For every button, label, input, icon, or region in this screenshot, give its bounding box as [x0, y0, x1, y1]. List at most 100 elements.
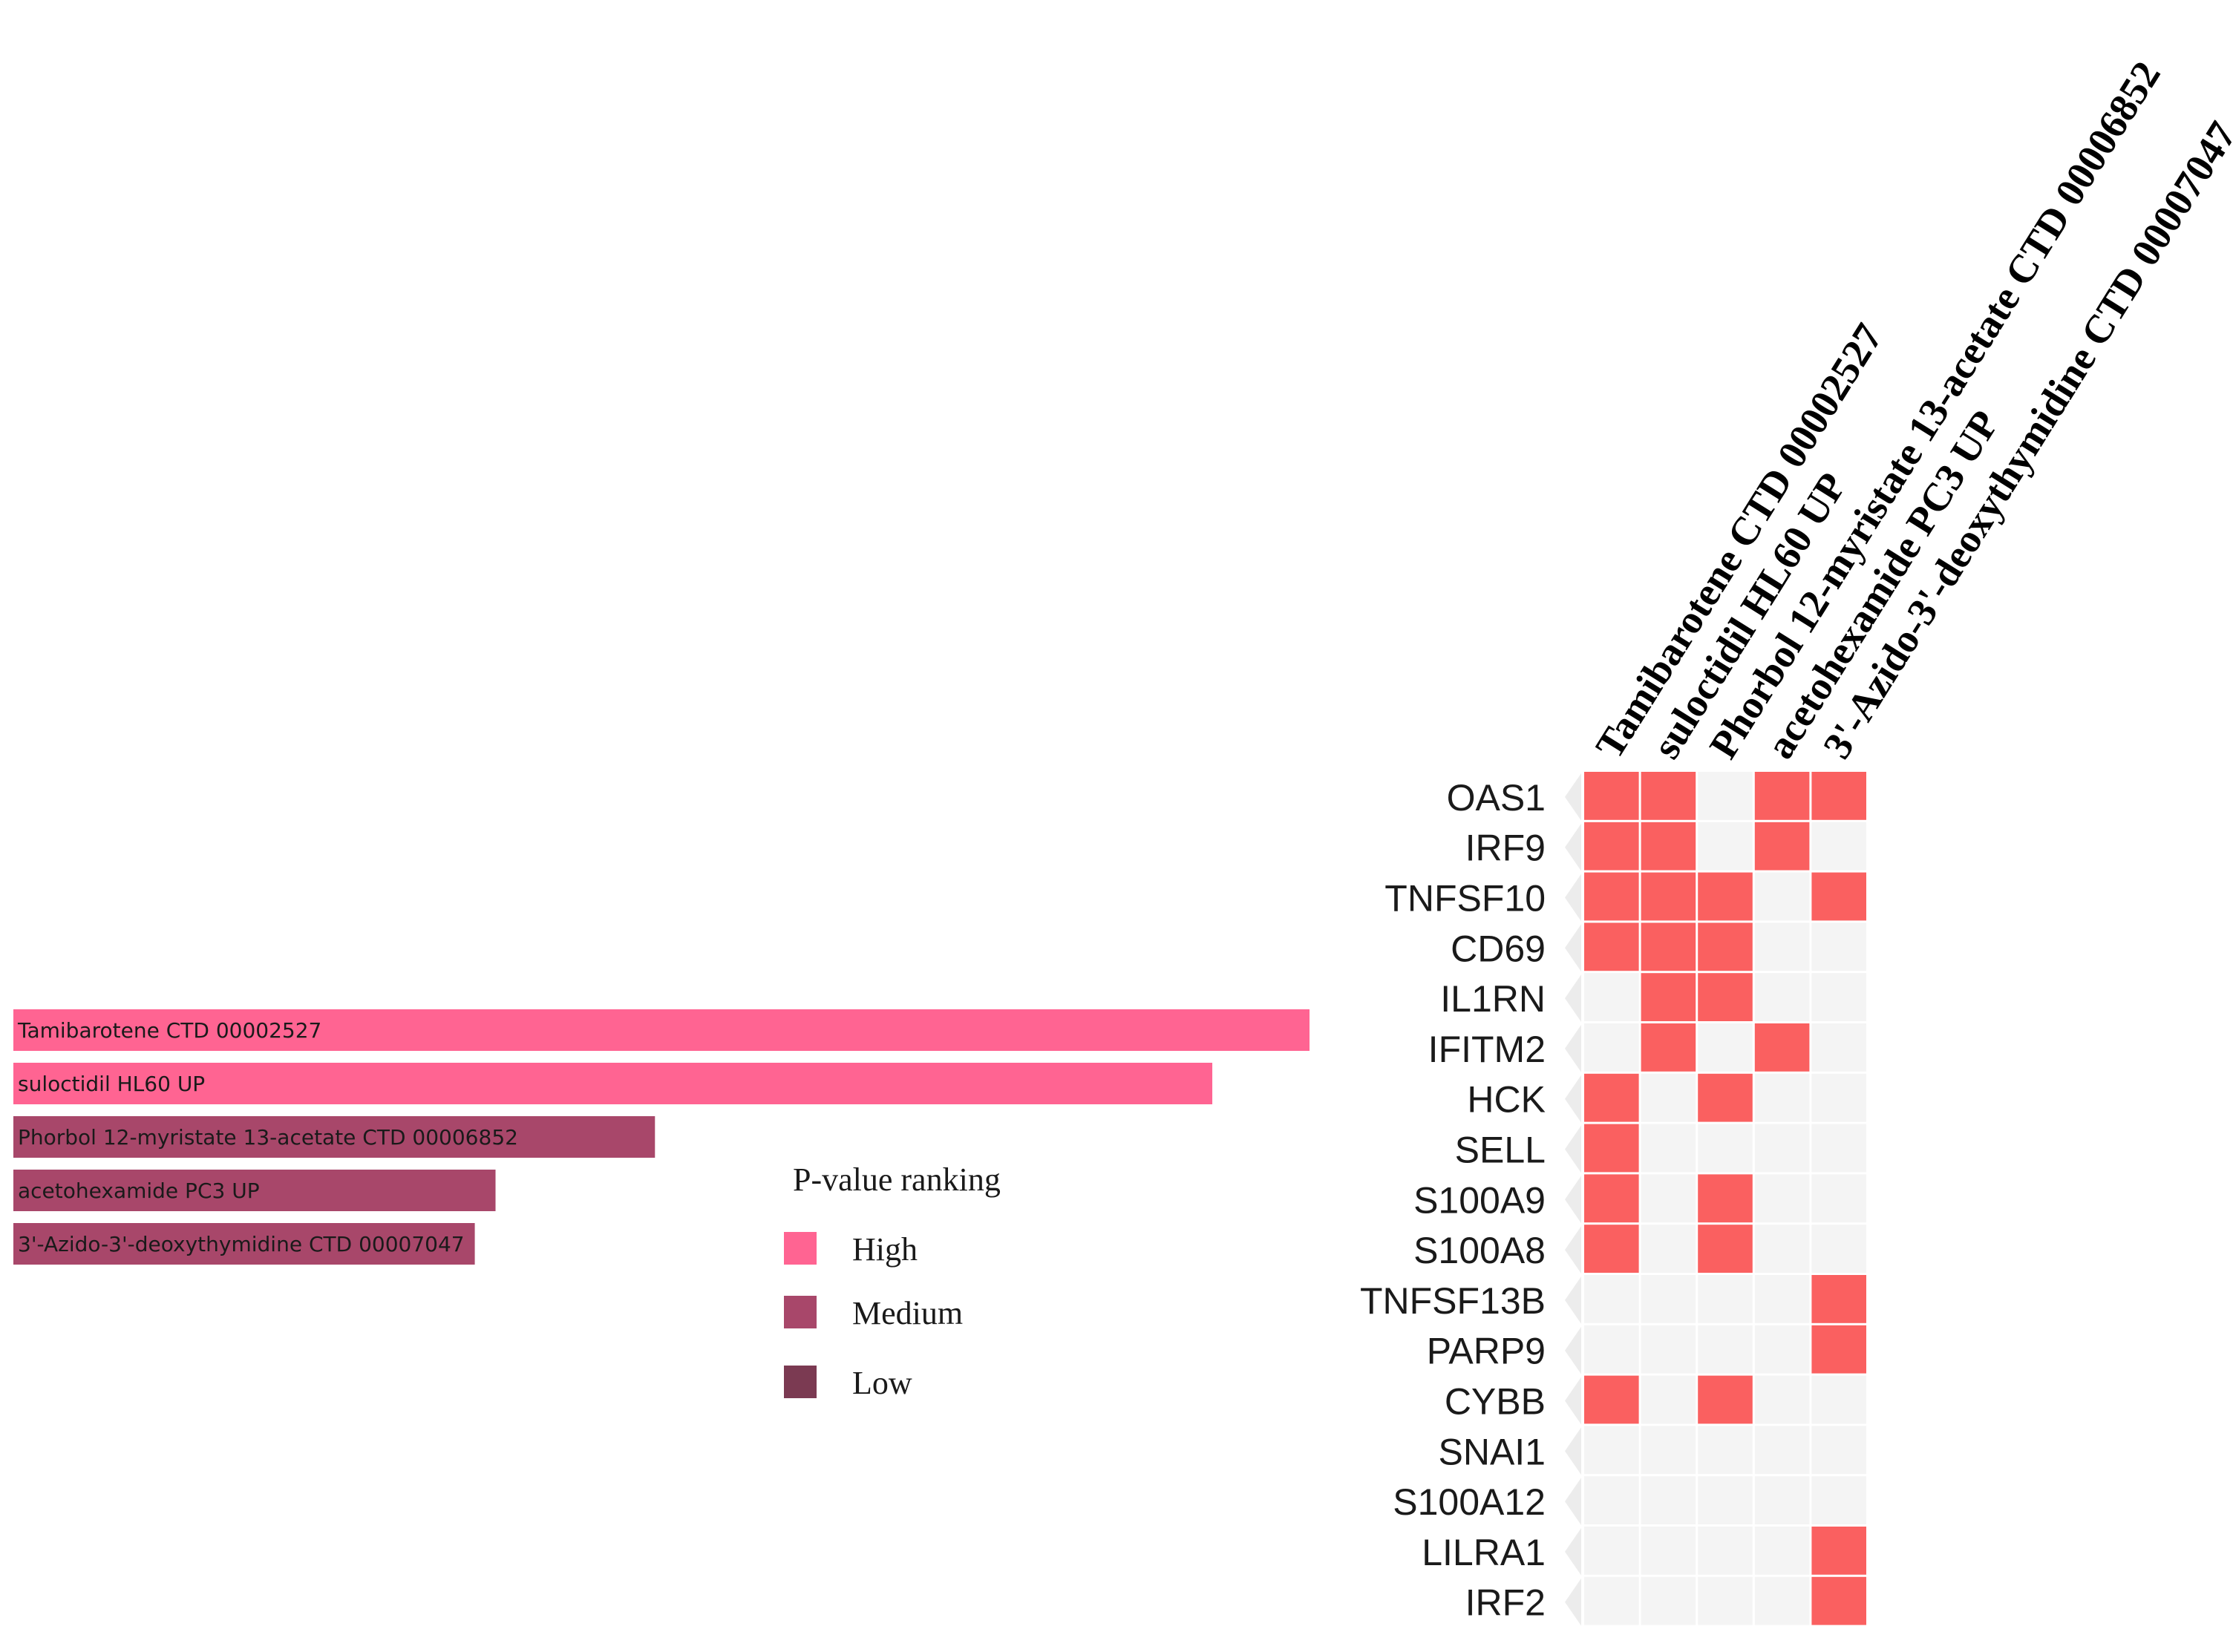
gene-label-cd69: CD69	[1451, 928, 1546, 969]
gene-label-s100a9: S100A9	[1413, 1179, 1546, 1221]
legend-title: P-value ranking	[793, 1161, 1001, 1198]
cell-s100a8-2	[1698, 1225, 1753, 1273]
cell-oas1-2	[1698, 772, 1753, 820]
cell-cd69-1	[1641, 922, 1696, 971]
cell-oas1-1	[1641, 772, 1696, 820]
cell-s100a9-3	[1754, 1174, 1810, 1223]
cell-s100a12-2	[1698, 1476, 1753, 1524]
cell-irf2-1	[1641, 1576, 1696, 1625]
cell-snai1-4	[1811, 1426, 1866, 1475]
cell-oas1-0	[1584, 772, 1639, 820]
gene-label-hck: HCK	[1467, 1079, 1546, 1121]
cell-irf9-0	[1584, 822, 1639, 871]
row-tab-ifitm2	[1565, 1025, 1581, 1072]
gene-label-ifitm2: IFITM2	[1428, 1029, 1546, 1070]
column-label-3-azido-3-deoxythymidine-ctd-00007047: 3'-Azido-3'-deoxythymidine CTD 00007047	[1814, 114, 2233, 766]
legend-swatch-high	[784, 1232, 817, 1265]
cell-oas1-4	[1811, 772, 1866, 820]
cell-ifitm2-1	[1641, 1023, 1696, 1072]
cell-tnfsf10-1	[1641, 872, 1696, 921]
cell-snai1-1	[1641, 1426, 1696, 1475]
bar-acetohexamide-pc3-up	[13, 1170, 496, 1211]
column-label-phorbol-12-myristate-13-acetate-ctd-00006852: Phorbol 12-myristate 13-acetate CTD 0000…	[1701, 53, 2169, 766]
legend-swatch-medium	[784, 1296, 817, 1328]
cell-s100a8-1	[1641, 1225, 1696, 1273]
cell-tnfsf13b-0	[1584, 1275, 1639, 1323]
cell-tnfsf10-0	[1584, 872, 1639, 921]
cell-il1rn-2	[1698, 973, 1753, 1021]
cell-ifitm2-3	[1754, 1023, 1810, 1072]
cell-cd69-2	[1698, 922, 1753, 971]
cell-s100a9-1	[1641, 1174, 1696, 1223]
row-tab-tnfsf13b	[1565, 1276, 1581, 1324]
cell-irf9-3	[1754, 822, 1810, 871]
cell-cybb-1	[1641, 1375, 1696, 1424]
gene-label-il1rn: IL1RN	[1440, 978, 1546, 1020]
cell-lilra1-0	[1584, 1527, 1639, 1575]
cell-cybb-3	[1754, 1375, 1810, 1424]
cell-snai1-3	[1754, 1426, 1810, 1475]
gene-label-lilra1: LILRA1	[1422, 1532, 1546, 1573]
cell-s100a12-0	[1584, 1476, 1639, 1524]
legend: P-value ranking High Medium Low	[784, 1161, 1001, 1401]
cell-s100a9-2	[1698, 1174, 1753, 1223]
bar-tamibarotene-ctd-00002527	[13, 1009, 1310, 1051]
bar-label-suloctidil-hl60-up: suloctidil HL60 UP	[18, 1072, 205, 1096]
bar-3-azido-3-deoxythymidine-ctd-00007047	[13, 1223, 475, 1265]
legend-label-high: High	[852, 1231, 918, 1268]
cell-lilra1-4	[1811, 1527, 1866, 1575]
row-tab-s100a8	[1565, 1226, 1581, 1274]
row-tab-il1rn	[1565, 974, 1581, 1022]
cell-il1rn-1	[1641, 973, 1696, 1021]
bar-label-tamibarotene-ctd-00002527: Tamibarotene CTD 00002527	[17, 1018, 321, 1043]
cell-irf2-3	[1754, 1576, 1810, 1625]
row-tab-irf2	[1565, 1578, 1581, 1626]
bar-label-3-azido-3-deoxythymidine-ctd-00007047: 3'-Azido-3'-deoxythymidine CTD 00007047	[18, 1232, 465, 1256]
cell-lilra1-1	[1641, 1527, 1696, 1575]
gene-label-snai1: SNAI1	[1438, 1431, 1546, 1472]
cell-tnfsf13b-1	[1641, 1275, 1696, 1323]
cell-tnfsf13b-2	[1698, 1275, 1753, 1323]
gene-label-tnfsf10: TNFSF10	[1384, 878, 1546, 920]
cell-parp9-0	[1584, 1325, 1639, 1374]
gene-label-parp9: PARP9	[1427, 1331, 1546, 1372]
row-tab-snai1	[1565, 1427, 1581, 1475]
cell-irf9-1	[1641, 822, 1696, 871]
cell-lilra1-2	[1698, 1527, 1753, 1575]
cell-tnfsf10-4	[1811, 872, 1866, 921]
cell-lilra1-3	[1754, 1527, 1810, 1575]
cell-cd69-0	[1584, 922, 1639, 971]
heatmap: OAS1 IRF9 TNFSF10 CD69 IL1RN IFITM2 HCK SELL S10…	[1360, 53, 2233, 1626]
cell-cd69-3	[1754, 922, 1810, 971]
cell-parp9-4	[1811, 1325, 1866, 1374]
row-tab-cd69	[1565, 924, 1581, 972]
bar-label-acetohexamide-pc3-up: acetohexamide PC3 UP	[18, 1179, 260, 1203]
cell-ifitm2-0	[1584, 1023, 1639, 1072]
cell-irf2-0	[1584, 1576, 1639, 1625]
legend-label-low: Low	[852, 1365, 912, 1401]
cell-oas1-3	[1754, 772, 1810, 820]
cell-s100a8-3	[1754, 1225, 1810, 1273]
cell-cybb-0	[1584, 1375, 1639, 1424]
gene-label-irf9: IRF9	[1465, 827, 1546, 869]
row-tab-tnfsf10	[1565, 873, 1581, 922]
row-tab-s100a9	[1565, 1176, 1581, 1224]
row-tab-cybb	[1565, 1377, 1581, 1425]
cell-cybb-2	[1698, 1375, 1753, 1424]
bar-chart: Tamibarotene CTD 00002527 suloctidil HL60…	[13, 1009, 1310, 1265]
cell-irf2-2	[1698, 1576, 1753, 1625]
cell-hck-3	[1754, 1073, 1810, 1122]
cell-hck-1	[1641, 1073, 1696, 1122]
cell-tnfsf13b-4	[1811, 1275, 1866, 1323]
row-tab-sell	[1565, 1125, 1581, 1173]
cell-il1rn-4	[1811, 973, 1866, 1021]
cell-tnfsf10-3	[1754, 872, 1810, 921]
gene-label-oas1: OAS1	[1447, 777, 1546, 819]
cell-s100a12-1	[1641, 1476, 1696, 1524]
bar-phorbol-12-myristate-13-acetate-ctd-00006852	[13, 1116, 655, 1158]
cell-irf2-4	[1811, 1576, 1866, 1625]
cell-parp9-2	[1698, 1325, 1753, 1374]
cell-parp9-3	[1754, 1325, 1810, 1374]
cell-hck-2	[1698, 1073, 1753, 1122]
cell-irf9-4	[1811, 822, 1866, 871]
